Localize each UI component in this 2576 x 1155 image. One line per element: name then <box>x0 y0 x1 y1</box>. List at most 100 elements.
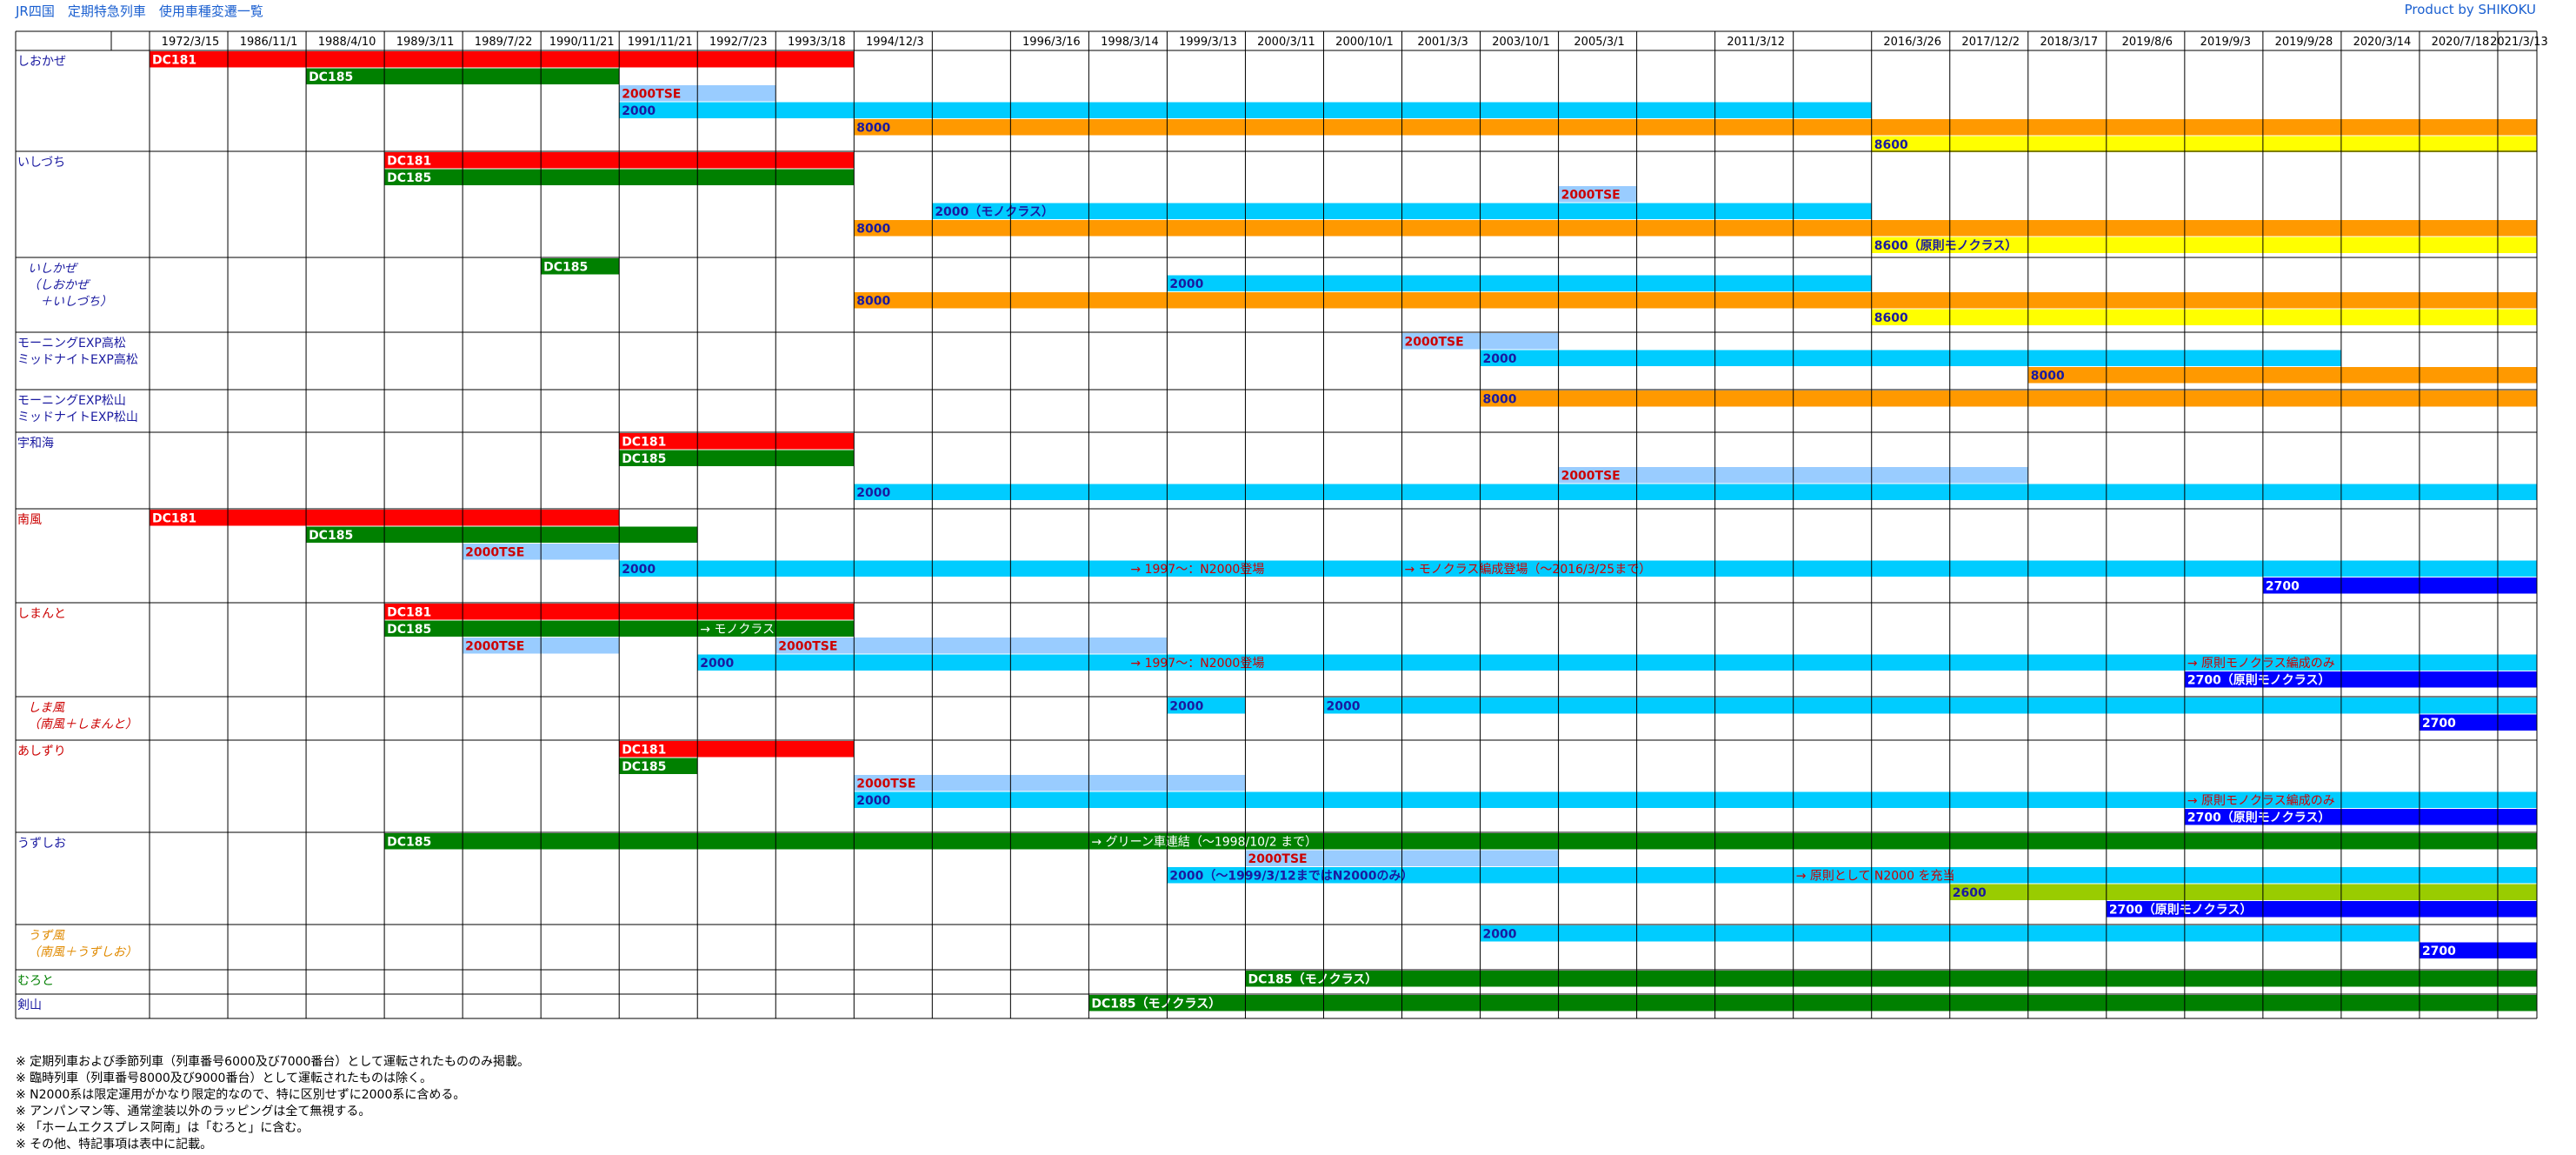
page-title: JR四国 定期特急列車 使用車種変遷一覧 <box>16 3 263 19</box>
bar-label: 2000 <box>1169 277 1203 291</box>
row-label: いしかぜ <box>28 262 78 276</box>
column-date-label: 2019/9/28 <box>2275 36 2333 49</box>
bar-2700 <box>2262 578 2537 594</box>
bar-label: DC185（モノクラス） <box>1248 973 1377 987</box>
column-date-label: 2001/3/3 <box>1417 36 1468 49</box>
row-label: （しおかぜ <box>28 278 90 292</box>
bar-label: 2700（原則モノクラス） <box>2187 811 2331 825</box>
annotation-text: → グリーン車連結（～1998/10/2 まで） <box>1091 835 1317 850</box>
bar-label: DC181 <box>622 436 666 450</box>
row-label: しおかぜ <box>17 55 66 69</box>
bar-label: 2700 <box>2422 945 2456 958</box>
bar-label: 2600 <box>1953 886 1987 900</box>
column-date-label: 1972/3/15 <box>162 36 220 49</box>
bar-2000 <box>854 791 2537 808</box>
column-date-label: 2003/10/1 <box>1492 36 1550 49</box>
bar-2000TSE <box>1558 186 1637 203</box>
bar-DC185 <box>1088 995 2537 1011</box>
column-date-label: 2018/3/17 <box>2040 36 2098 49</box>
bar-label: 2000 <box>622 563 656 577</box>
column-date-label: 1988/4/10 <box>318 36 376 49</box>
bar-label: DC185 <box>622 452 666 466</box>
column-date-label: 2011/3/12 <box>1727 36 1785 49</box>
column-date-label: 2017/12/2 <box>1961 36 2020 49</box>
column-date-label: 2020/7/18 <box>2432 36 2490 49</box>
bar-8000 <box>854 220 2537 237</box>
row-label: モーニングEXP松山 <box>17 394 126 408</box>
row-label: 剣山 <box>17 998 42 1012</box>
bar-2000 <box>1167 867 2537 884</box>
bar-2000 <box>1480 350 2341 366</box>
bar-label: 2700 <box>2266 580 2300 594</box>
bar-label: DC181 <box>152 512 196 526</box>
bar-label: 2700 <box>2422 717 2456 731</box>
note-line: ※ 臨時列車（列車番号8000及び9000番台）として運転されたものは除く。 <box>16 1072 433 1085</box>
column-date-label: 2020/3/14 <box>2353 36 2412 49</box>
row-label: うず風 <box>28 929 65 943</box>
row-label: あしずり <box>17 744 66 758</box>
annotation-text: → モノクラス <box>700 623 775 637</box>
bar-label: 2000 <box>856 794 890 808</box>
bar-2000 <box>854 484 2537 500</box>
column-date-label: 2019/9/3 <box>2200 36 2251 49</box>
column-date-label: 2005/3/1 <box>1574 36 1624 49</box>
bar-2700 <box>2106 901 2537 918</box>
row-label: しま風 <box>28 701 65 715</box>
column-date-label: 1986/11/1 <box>240 36 298 49</box>
bar-2000 <box>697 654 2537 671</box>
bar-label: DC185 <box>622 760 666 774</box>
bar-DC181 <box>619 741 855 758</box>
note-line: ※ N2000系は限定運用がかなり限定的なので、特に区別せずに2000系に含める… <box>16 1088 466 1102</box>
annotation-text: → 原則モノクラス編成のみ <box>2187 657 2335 671</box>
annotation-text: → 原則モノクラス編成のみ <box>2187 794 2335 808</box>
bar-2700 <box>2184 671 2537 688</box>
bar-label: 2000TSE <box>778 640 837 654</box>
bar-label: 2000（モノクラス） <box>935 205 1054 219</box>
bar-label: 2000TSE <box>1561 470 1621 484</box>
row-label: ＋いしづち） <box>28 295 112 309</box>
column-date-label: 1999/3/13 <box>1179 36 1237 49</box>
column-date-label: 2000/3/11 <box>1257 36 1315 49</box>
row-label: むろと <box>17 974 54 988</box>
bar-label: 2000TSE <box>856 778 915 791</box>
bar-label: 2000TSE <box>1248 852 1307 866</box>
column-date-label: 1996/3/16 <box>1022 36 1081 49</box>
bar-label: DC185 <box>309 529 353 543</box>
column-date-label: 1991/11/21 <box>628 36 693 49</box>
bar-label: 8600（原則モノクラス） <box>1874 239 2018 253</box>
bar-label: 2000TSE <box>1405 336 1464 350</box>
bar-DC181 <box>150 51 855 68</box>
bar-label: DC185 <box>543 261 588 275</box>
row-label: 宇和海 <box>17 437 54 451</box>
annotation-text: → 原則として N2000 を充当 <box>1796 870 1955 884</box>
bar-DC185 <box>384 833 2537 850</box>
bar-label: 2700（原則モノクラス） <box>2187 674 2331 688</box>
bar-2000TSE <box>854 775 1246 791</box>
bar-label: 8600 <box>1874 311 1908 325</box>
row-label: （南風＋うずしお） <box>28 945 137 959</box>
column-date-label: 1994/12/3 <box>866 36 924 49</box>
bar-8000 <box>2027 367 2537 384</box>
bar-label: 2000（～1999/3/12まではN2000のみ） <box>1169 870 1413 884</box>
bar-label: 2000 <box>622 104 656 118</box>
bar-label: 2000 <box>1483 928 1517 942</box>
bar-DC181 <box>619 433 855 450</box>
bar-label: 2000 <box>856 486 890 500</box>
note-line: ※ 定期列車および季節列車（列車番号6000及び7000番台）として運転されたも… <box>16 1055 530 1069</box>
bar-label: 2000TSE <box>1561 189 1621 203</box>
bar-2700 <box>2419 942 2537 958</box>
row-label: モーニングEXP高松 <box>17 336 126 351</box>
bar-DC185 <box>619 758 698 774</box>
bar-2000 <box>1167 275 1872 291</box>
bar-label: 8000 <box>856 295 890 309</box>
bar-label: 2700（原則モノクラス） <box>2109 904 2253 918</box>
bar-2000 <box>1167 698 1246 714</box>
bar-label: 2000TSE <box>622 88 681 102</box>
bar-2700 <box>2419 714 2537 731</box>
bar-label: 2000 <box>1326 700 1360 714</box>
row-label: うずしお <box>17 837 66 851</box>
bar-label: 8000 <box>2031 370 2065 384</box>
credit-text: Product by SHIKOKU <box>2404 2 2536 17</box>
row-label: ミッドナイトEXP松山 <box>17 411 138 424</box>
bar-label: DC181 <box>622 744 666 758</box>
